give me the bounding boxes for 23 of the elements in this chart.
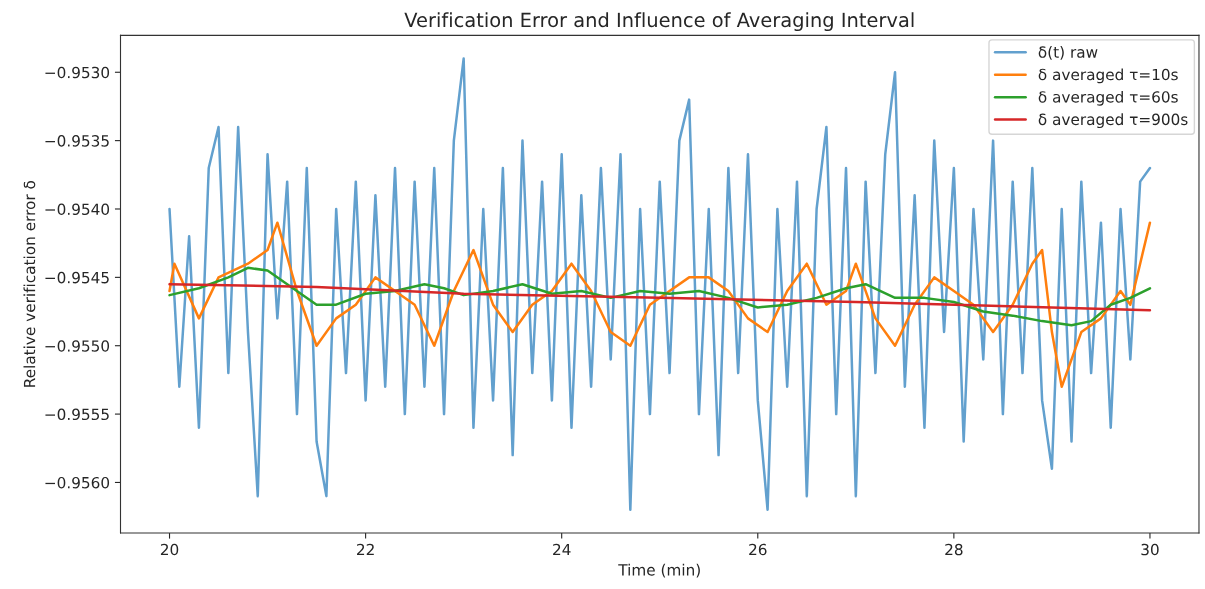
y-tick-label: −0.9560 — [45, 476, 110, 489]
y-tick-label: −0.9540 — [45, 203, 110, 216]
y-tick-label: −0.9535 — [45, 135, 109, 147]
x-tick-label: 26 — [749, 543, 767, 556]
legend-label: δ averaged τ=900s — [1038, 113, 1188, 129]
line-series — [168, 266, 1152, 327]
line-series — [168, 282, 1152, 312]
chart-title: Verification Error and Influence of Averaging Interval — [404, 12, 914, 32]
legend-label: δ(t) raw — [1038, 46, 1098, 60]
x-tick-label: 24 — [553, 543, 571, 556]
line-series — [168, 221, 1152, 388]
x-tick-label: 28 — [945, 543, 963, 556]
y-tick-label: −0.9530 — [45, 66, 110, 79]
x-tick-label: 30 — [1141, 543, 1159, 556]
y-axis-title: Relative verification error δ — [23, 180, 36, 387]
x-tick-label: 22 — [357, 543, 374, 556]
legend-label: δ averaged τ=60s — [1038, 90, 1178, 106]
y-tick-label: −0.9545 — [45, 271, 109, 284]
x-tick-label: 20 — [160, 543, 179, 556]
legend-label: δ averaged τ=10s — [1038, 68, 1178, 84]
x-axis-title: Time (min) — [618, 563, 700, 578]
y-tick-label: −0.9550 — [45, 340, 110, 352]
y-tick-label: −0.9555 — [45, 408, 109, 421]
